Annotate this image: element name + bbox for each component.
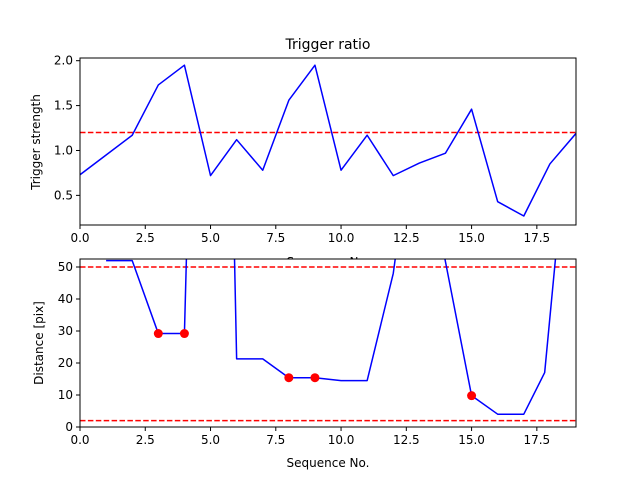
series-line — [80, 64, 576, 217]
data-point-marker — [179, 329, 189, 339]
data-point-marker — [467, 391, 477, 401]
x-tick-label: 2.5 — [136, 231, 155, 245]
plot-area — [80, 58, 576, 225]
x-tick-label: 15.0 — [458, 231, 485, 245]
axes-frame — [79, 258, 577, 428]
x-tick-label: 17.5 — [523, 231, 550, 245]
x-tick-label: 12.5 — [393, 433, 420, 447]
y-tick-label: 20 — [58, 356, 73, 370]
x-tick-label: 17.5 — [523, 433, 550, 447]
x-tick-label: 5.0 — [201, 433, 220, 447]
x-tick-label: 7.5 — [266, 433, 285, 447]
y-axis-label: Distance [pix] — [32, 301, 46, 385]
y-tick-label: 0 — [65, 420, 73, 434]
x-tick-label: 15.0 — [458, 433, 485, 447]
x-tick-label: 0.0 — [70, 433, 89, 447]
x-tick-label: 7.5 — [266, 231, 285, 245]
distance-chart: Sequence No. Distance [pix] 0.0 2.5 5.0 7.5… — [32, 258, 577, 470]
y-axis-label: Trigger strength — [29, 94, 43, 191]
y-tick-label: 1.0 — [54, 143, 73, 157]
x-tick-label: 10.0 — [328, 433, 355, 447]
plot-area — [80, 259, 576, 427]
plot-content — [80, 259, 576, 422]
data-point-marker — [153, 329, 163, 339]
chart-title: Trigger ratio — [284, 37, 370, 53]
x-axis-label: Sequence No. — [287, 456, 370, 470]
plot-content — [80, 64, 576, 217]
y-tick-label: 30 — [58, 324, 73, 338]
x-tick-label: 5.0 — [201, 231, 220, 245]
y-tick-label: 1.5 — [54, 99, 73, 113]
x-tick-label: 2.5 — [136, 433, 155, 447]
series-line — [444, 259, 557, 415]
data-point-marker — [310, 373, 320, 383]
data-point-marker — [284, 373, 294, 383]
x-tick-label: 10.0 — [328, 231, 355, 245]
x-tick-label: 12.5 — [393, 231, 420, 245]
y-tick-label: 2.0 — [54, 54, 73, 68]
y-tick-label: 40 — [58, 292, 73, 306]
y-tick-label: 50 — [58, 260, 73, 274]
x-tick-label: 0.0 — [70, 231, 89, 245]
y-tick-label: 10 — [58, 388, 73, 402]
axes-frame — [79, 57, 577, 226]
y-tick-label: 0.5 — [54, 188, 73, 202]
